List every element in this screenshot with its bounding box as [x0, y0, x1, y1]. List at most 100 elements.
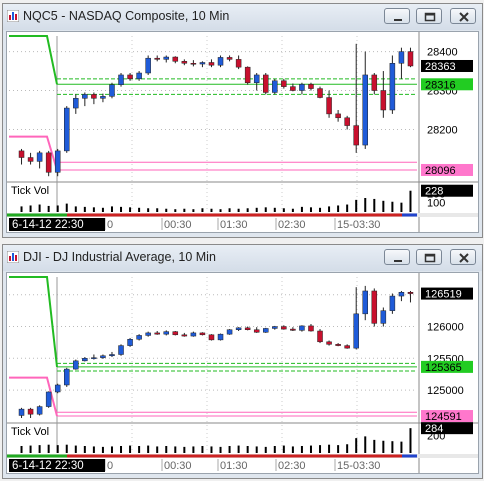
candle-body [181, 61, 188, 64]
candle-body [145, 57, 151, 74]
candle-body [172, 331, 179, 336]
candle-body [380, 310, 387, 324]
time-axis-label: 00:30 [164, 460, 192, 472]
candle-body [353, 313, 359, 349]
nasdaq-chart-window: NQC5 - NASDAQ Composite, 10 Min 28400 283… [2, 3, 483, 238]
candle-body [91, 94, 97, 99]
candle-body [45, 152, 52, 173]
candle-body [145, 332, 151, 336]
candle-body [82, 94, 88, 99]
volume-tag-bg [421, 184, 473, 197]
candle-body [263, 328, 269, 333]
candle-body [73, 360, 79, 370]
date-box-label: 6-14-12 22:30 [12, 460, 84, 472]
candle-body [36, 152, 43, 162]
price-tag-bg [421, 59, 473, 72]
price-chart[interactable]: 1265001260001255001250001265191253651245… [6, 272, 479, 474]
candle-body [82, 358, 88, 362]
candle-body [163, 56, 169, 60]
candle-body [389, 295, 396, 311]
close-button[interactable] [450, 249, 476, 265]
chart-app-icon [7, 10, 19, 22]
candle-body [18, 408, 25, 416]
maximize-icon [424, 253, 436, 263]
candle-body [344, 345, 350, 349]
candle-body [308, 325, 314, 332]
window-title: DJI - DJ Industrial Average, 10 Min [23, 250, 216, 264]
tick-vol-label: Tick Vol [11, 185, 49, 197]
price-tick-label: 28200 [427, 124, 458, 136]
candle-body [235, 59, 242, 68]
candle-body [281, 80, 287, 87]
candle-body [235, 327, 242, 330]
minimize-button[interactable] [384, 249, 410, 265]
price-tick-label: 126000 [427, 322, 464, 334]
chart-app-icon [7, 251, 19, 263]
candle-body [136, 335, 142, 340]
candle-body [181, 334, 188, 337]
candle-body [36, 406, 43, 415]
candle-body [299, 325, 305, 331]
time-axis-label: 02:30 [278, 219, 306, 231]
price-tag-label: 126519 [425, 289, 462, 301]
candle-body [335, 113, 341, 119]
candle-body [344, 117, 350, 126]
time-axis-label: 0 [107, 460, 113, 472]
candle-body [371, 74, 378, 91]
candle-body [172, 56, 179, 62]
title-bar[interactable]: NQC5 - NASDAQ Composite, 10 Min [3, 4, 482, 30]
candle-body [91, 357, 97, 359]
candle-body [299, 84, 305, 91]
candle-body [398, 291, 405, 297]
window-title: NQC5 - NASDAQ Composite, 10 Min [23, 9, 230, 23]
maximize-icon [424, 12, 436, 22]
candle-body [73, 98, 79, 109]
volume-tick-label: 100 [427, 198, 445, 210]
candle-body [27, 157, 34, 162]
date-box-bg [9, 218, 105, 231]
green-step-line [9, 276, 58, 367]
candle-body [290, 86, 296, 91]
minimize-icon [394, 260, 402, 262]
candle-body [290, 328, 296, 331]
candle-body [45, 391, 52, 407]
time-axis-label: 00:30 [164, 219, 192, 231]
minimize-button[interactable] [384, 8, 410, 24]
price-tag-bg [421, 360, 473, 373]
candle-body [226, 57, 233, 60]
candle-body [100, 96, 106, 99]
candle-body [371, 290, 378, 324]
dji-chart-window: DJI - DJ Industrial Average, 10 Min 1265… [2, 244, 483, 479]
volume-tag-label: 228 [425, 186, 443, 198]
candle-body [217, 333, 224, 341]
price-tag-bg [421, 78, 473, 91]
candle-body [217, 57, 224, 66]
candle-body [317, 88, 323, 98]
candle-body [64, 368, 70, 386]
pink-step-line [9, 376, 58, 417]
candle-body [208, 334, 215, 341]
candle-body [199, 62, 206, 65]
candle-body [253, 74, 260, 83]
candle-body [362, 74, 368, 146]
maximize-button[interactable] [416, 249, 442, 265]
price-tag-label: 124591 [425, 411, 462, 423]
date-box-bg [9, 459, 105, 472]
title-bar[interactable]: DJI - DJ Industrial Average, 10 Min [3, 245, 482, 271]
maximize-button[interactable] [416, 8, 442, 24]
price-tag-bg [421, 287, 473, 300]
candle-body [244, 327, 251, 330]
price-tag-label: 28363 [425, 61, 456, 73]
candle-body [154, 332, 160, 335]
candle-body [389, 63, 396, 111]
price-tag-label: 125365 [425, 362, 462, 374]
pink-step-line [9, 135, 58, 171]
close-button[interactable] [450, 8, 476, 24]
candle-body [54, 384, 61, 393]
time-axis-label: 15-03:30 [337, 460, 380, 472]
candle-body [263, 74, 269, 93]
candle-body [380, 90, 387, 111]
candle-body [27, 408, 34, 415]
